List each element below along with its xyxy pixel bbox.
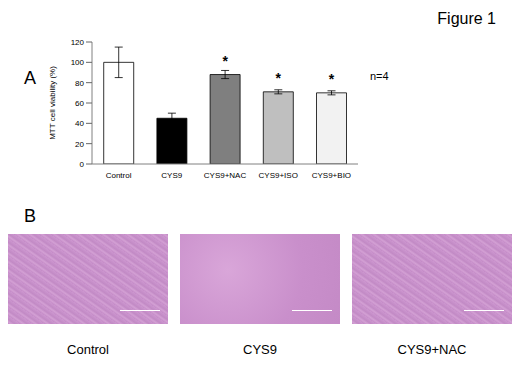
svg-text:80: 80 (75, 79, 84, 88)
html-text:Figure 1: Figure 1 (437, 10, 496, 27)
svg-text:40: 40 (75, 119, 84, 128)
svg-text:*: * (276, 70, 282, 86)
html-text:A: A (24, 68, 36, 88)
svg-text:20: 20 (75, 140, 84, 149)
svg-text:CYS9: CYS9 (161, 171, 182, 180)
svg-text:*: * (222, 53, 228, 69)
svg-text:0: 0 (80, 160, 85, 169)
svg-text:CYS9+BIO: CYS9+BIO (312, 171, 351, 180)
svg-text:MTT cell viability (%): MTT cell viability (%) (48, 66, 57, 140)
svg-text:*: * (329, 71, 335, 87)
svg-text:CYS9+NAC: CYS9+NAC (204, 171, 247, 180)
html-text:Control: Control (67, 342, 109, 357)
html-text:CYS9: CYS9 (243, 342, 277, 357)
html-text:B: B (24, 206, 36, 226)
svg-text:120: 120 (71, 38, 85, 47)
svg-text:CYS9+ISO: CYS9+ISO (259, 171, 298, 180)
svg-text:100: 100 (71, 58, 85, 67)
svg-text:60: 60 (75, 99, 84, 108)
html-text:CYS9+NAC: CYS9+NAC (397, 342, 467, 357)
html-text:n=4: n=4 (370, 70, 389, 82)
svg-text:Control: Control (106, 171, 132, 180)
